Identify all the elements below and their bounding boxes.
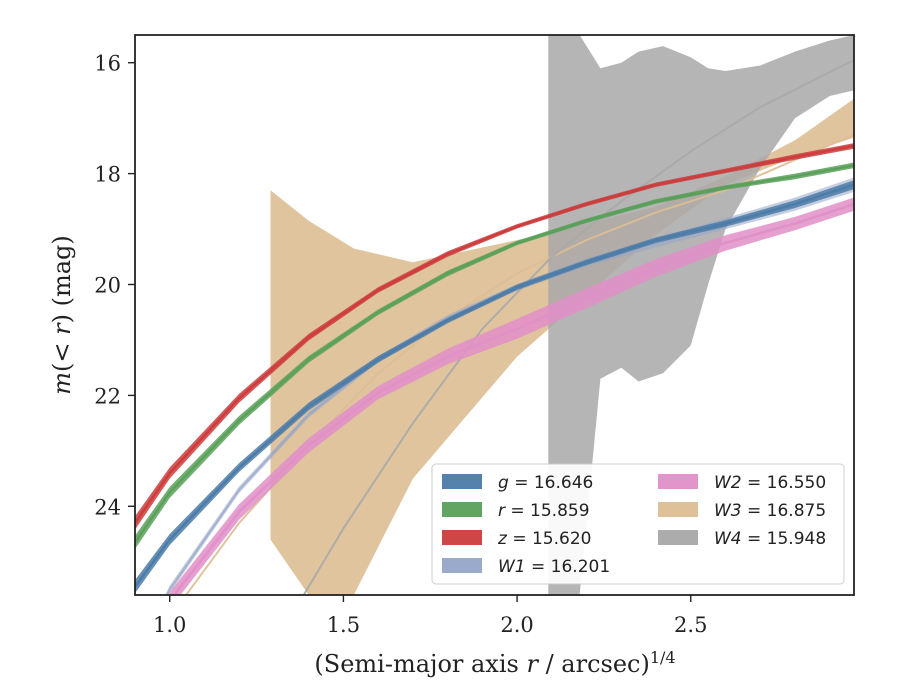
y-tick-label: 20 xyxy=(94,274,121,298)
legend-box xyxy=(431,463,845,585)
x-tick-label: 2.0 xyxy=(500,613,533,637)
x-axis: 1.0 1.5 2.0 2.5 xyxy=(153,595,707,637)
series-r-line xyxy=(135,164,854,544)
y-axis: 16 18 20 22 24 xyxy=(94,52,135,519)
legend-swatch xyxy=(442,502,482,517)
x-tick-label: 1.0 xyxy=(153,613,186,637)
legend-entry: W2 = 16.550 xyxy=(714,473,826,493)
legend-swatch xyxy=(658,502,698,517)
legend-entry: g = 16.646 xyxy=(498,473,593,493)
x-tick-label: 2.5 xyxy=(674,613,707,637)
legend-swatch xyxy=(442,558,482,573)
series-w4-line xyxy=(302,59,854,595)
legend-swatch xyxy=(658,530,698,545)
plot-frame xyxy=(134,34,855,596)
legend-swatch xyxy=(658,474,698,489)
y-tick-label: 18 xyxy=(94,163,121,187)
series-w2-line xyxy=(172,202,854,595)
x-tick-label: 1.5 xyxy=(327,613,360,637)
series-g-line xyxy=(135,183,854,588)
series-w4-region xyxy=(548,35,854,595)
y-tick-label: 24 xyxy=(94,495,121,519)
legend-swatch xyxy=(442,474,482,489)
legend-entry: W3 = 16.875 xyxy=(714,501,826,521)
y-axis-label: m(< r) (mag) xyxy=(48,235,76,395)
legend: g = 16.646 r = 15.859 z = 15.620 W1 = 16.20… xyxy=(431,463,845,585)
series-w3-region xyxy=(270,98,854,595)
legend-entry: r = 15.859 xyxy=(498,501,590,521)
y-tick-label: 16 xyxy=(94,52,121,76)
y-tick-label: 22 xyxy=(94,384,121,408)
legend-swatch xyxy=(442,530,482,545)
legend-entry: W1 = 16.201 xyxy=(498,557,610,577)
legend-entry: z = 15.620 xyxy=(497,529,591,549)
legend-entry: W4 = 15.948 xyxy=(714,529,826,549)
plot-area xyxy=(135,35,854,595)
series-z-line xyxy=(135,144,854,524)
x-axis-label: (Semi-major axis r / arcsec)1/4 xyxy=(314,648,675,679)
